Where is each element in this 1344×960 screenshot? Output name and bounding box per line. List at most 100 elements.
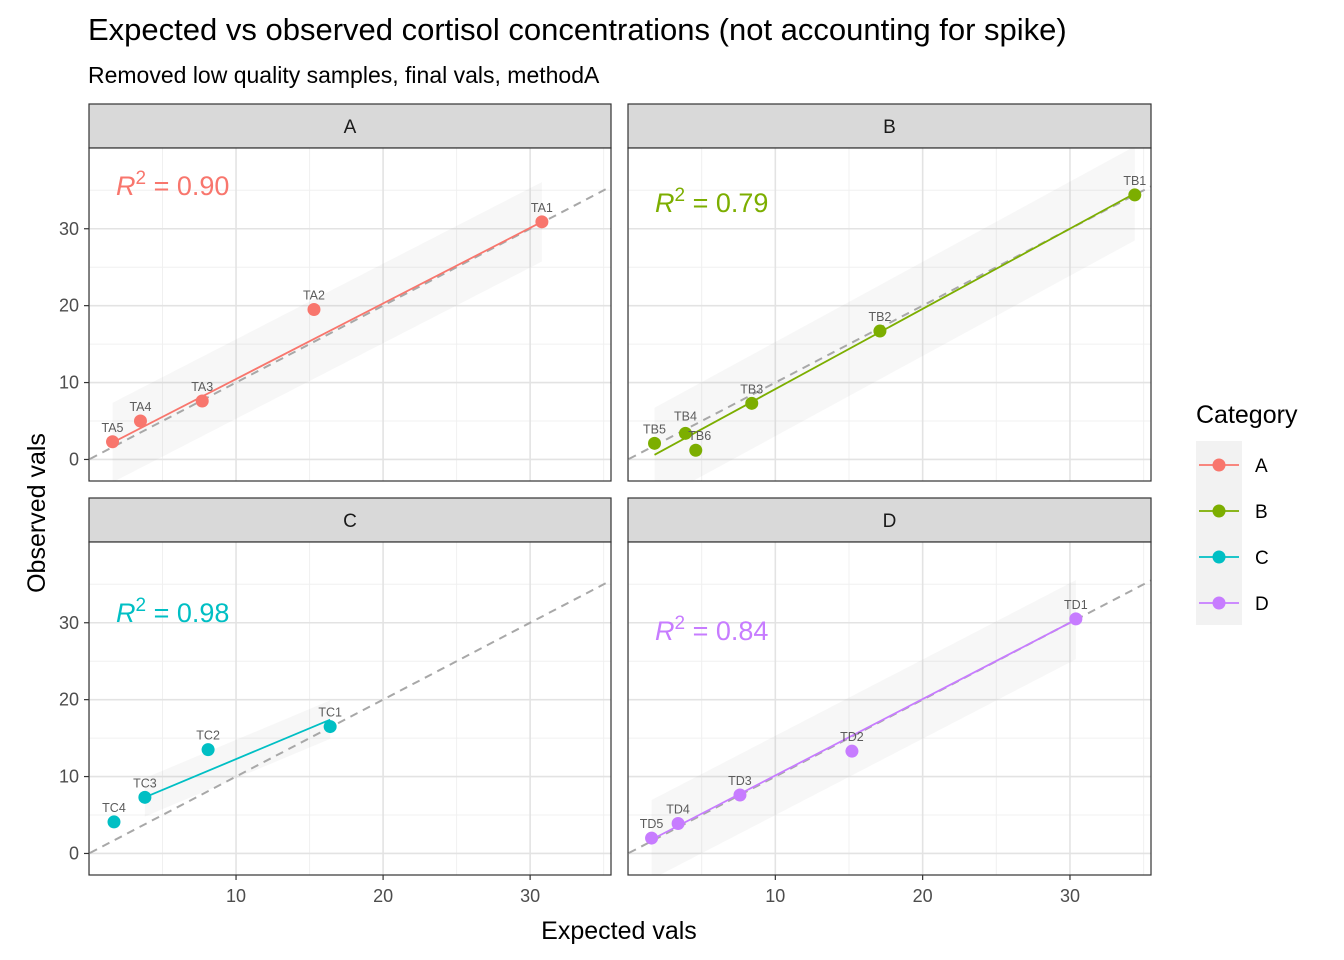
- point-label-tc2: TC2: [196, 729, 220, 743]
- x-tick-label: 10: [765, 886, 785, 906]
- legend-item-label: C: [1255, 548, 1269, 569]
- panel-background: [628, 148, 1151, 481]
- r-squared-label: R2 = 0.90: [116, 168, 229, 201]
- x-tick-label: 20: [373, 886, 393, 906]
- panel-border: [627, 147, 1152, 482]
- x-tick-label: 10: [226, 886, 246, 906]
- y-axis-title: Observed vals: [23, 433, 51, 593]
- point-label-tb1: TB1: [1123, 174, 1146, 188]
- y-tick-label: 30: [59, 219, 79, 239]
- regression-line: [654, 192, 1136, 456]
- point-label-tc3: TC3: [133, 776, 157, 790]
- facet-panel-b: B TB1 TB2 TB3 TB4 TB5 TB6 R2 = 0.79: [627, 103, 1152, 482]
- x-tick-label: 30: [1060, 886, 1080, 906]
- y-tick-label: 20: [59, 296, 79, 316]
- point-label-td4: TD4: [666, 802, 690, 816]
- point-label-tb3: TB3: [740, 382, 763, 396]
- data-point-td1: [1069, 612, 1083, 626]
- y-tick-label: 0: [69, 843, 79, 863]
- regression-line: [112, 221, 543, 444]
- legend-item-label: D: [1255, 594, 1269, 615]
- chart-title: Expected vs observed cortisol concentrat…: [88, 12, 1067, 47]
- data-point-tb6: [689, 443, 703, 457]
- facet-strip: [627, 497, 1152, 543]
- point-label-tb4: TB4: [674, 409, 697, 423]
- panel-plot-area: TB1 TB2 TB3 TB4 TB5 TB6: [628, 148, 1151, 481]
- identity-line: [628, 579, 1151, 855]
- point-label-td1: TD1: [1064, 598, 1088, 612]
- point-label-tb5: TB5: [643, 422, 666, 436]
- panel-border: [88, 147, 612, 482]
- data-point-tc2: [201, 743, 215, 757]
- legend-item-c: C: [1199, 548, 1269, 569]
- point-label-ta4: TA4: [129, 400, 151, 414]
- facet-strip-label: B: [883, 117, 896, 138]
- point-label-ta1: TA1: [531, 201, 553, 215]
- data-point-tc1: [323, 720, 337, 734]
- facet-strip: [88, 497, 612, 543]
- legend-title: Category: [1196, 401, 1298, 429]
- data-point-td2: [845, 744, 859, 758]
- data-point-ta5: [106, 435, 120, 449]
- facet-strip: [627, 103, 1152, 149]
- legend-item-a: A: [1199, 456, 1268, 477]
- legend-key-point: [1212, 596, 1226, 610]
- legend-item-label: B: [1255, 502, 1268, 523]
- point-label-ta3: TA3: [191, 380, 213, 394]
- legend-item-b: B: [1199, 502, 1268, 523]
- legend: Category A B C D: [1196, 401, 1298, 625]
- legend-key-point: [1212, 458, 1226, 472]
- panel-plot-area: TC1 TC2 TC3 TC4: [89, 542, 611, 875]
- data-point-ta2: [307, 303, 321, 317]
- legend-item-label: A: [1255, 456, 1268, 477]
- y-tick-label: 10: [59, 767, 79, 787]
- facet-strip-label: A: [344, 117, 357, 138]
- y-tick-label: 30: [59, 613, 79, 633]
- point-label-ta5: TA5: [102, 421, 124, 435]
- legend-item-d: D: [1199, 594, 1269, 615]
- panel-background: [628, 542, 1151, 875]
- legend-key-background: [1196, 441, 1242, 625]
- data-point-ta3: [195, 394, 209, 408]
- y-tick-label: 0: [69, 449, 79, 469]
- panel-background: [89, 148, 611, 481]
- x-tick-label: 20: [913, 886, 933, 906]
- data-point-tb1: [1128, 188, 1142, 202]
- data-point-tb4: [678, 426, 692, 440]
- y-tick-label: 20: [59, 690, 79, 710]
- r-squared-label: R2 = 0.84: [655, 613, 768, 646]
- facet-panel-a: A TA1 TA2 TA3 TA4 TA5 R2 = 0.90 0 10 20 30: [59, 103, 612, 482]
- chart-subtitle: Removed low quality samples, final vals,…: [88, 62, 600, 88]
- data-point-tc3: [138, 790, 152, 804]
- data-point-tb2: [873, 324, 887, 338]
- data-point-ta4: [133, 414, 147, 428]
- panel-border: [88, 541, 612, 876]
- confidence-band: [654, 148, 1135, 481]
- point-label-tc4: TC4: [102, 801, 126, 815]
- data-point-tc4: [107, 815, 121, 829]
- y-tick-label: 10: [59, 373, 79, 393]
- data-point-ta1: [535, 215, 549, 229]
- regression-line: [144, 718, 331, 799]
- x-tick-label: 30: [520, 886, 540, 906]
- facet-strip-label: C: [343, 511, 357, 532]
- data-point-td3: [733, 788, 747, 802]
- r-squared-label: R2 = 0.98: [116, 595, 229, 628]
- identity-line: [89, 185, 611, 461]
- legend-key-point: [1212, 504, 1226, 518]
- point-label-td2: TD2: [840, 730, 864, 744]
- point-label-tb2: TB2: [868, 310, 891, 324]
- confidence-band: [651, 580, 1076, 875]
- facet-strip-label: D: [883, 511, 897, 532]
- panel-background: [89, 542, 611, 875]
- r-squared-label: R2 = 0.79: [655, 185, 768, 218]
- legend-key-point: [1212, 550, 1226, 564]
- panel-border: [627, 541, 1152, 876]
- x-axis-title: Expected vals: [541, 917, 697, 945]
- regression-line: [651, 618, 1077, 841]
- data-point-tb3: [745, 396, 759, 410]
